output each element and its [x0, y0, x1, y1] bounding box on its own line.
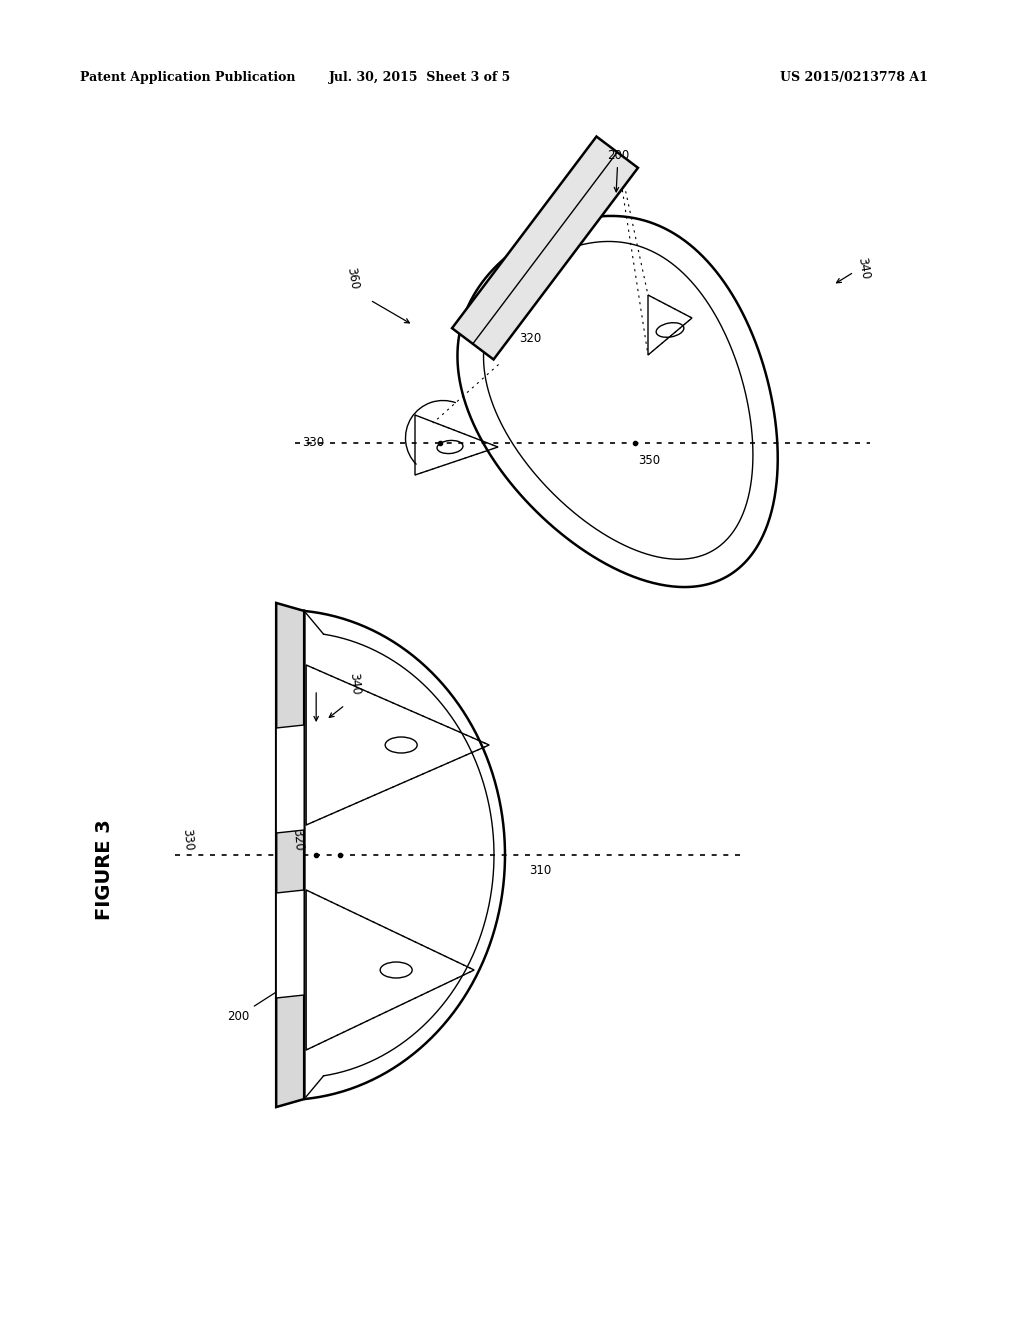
Text: FIGURE 3: FIGURE 3	[95, 820, 115, 920]
Text: Patent Application Publication: Patent Application Publication	[80, 71, 296, 84]
Polygon shape	[276, 725, 304, 833]
Text: 350: 350	[638, 454, 660, 467]
Polygon shape	[276, 603, 304, 1107]
Text: 360: 360	[345, 265, 361, 290]
Polygon shape	[276, 890, 304, 998]
Text: 310: 310	[528, 863, 551, 876]
Text: 340: 340	[347, 672, 362, 696]
Text: 320: 320	[519, 331, 541, 345]
Text: 200: 200	[227, 982, 292, 1023]
Text: Jul. 30, 2015  Sheet 3 of 5: Jul. 30, 2015 Sheet 3 of 5	[329, 71, 511, 84]
Text: 330: 330	[180, 829, 195, 851]
Text: US 2015/0213778 A1: US 2015/0213778 A1	[780, 71, 928, 84]
Text: 200: 200	[607, 149, 629, 191]
Polygon shape	[452, 136, 638, 359]
Text: 340: 340	[855, 256, 871, 280]
Text: 320: 320	[290, 829, 305, 851]
Text: 330: 330	[302, 436, 325, 449]
